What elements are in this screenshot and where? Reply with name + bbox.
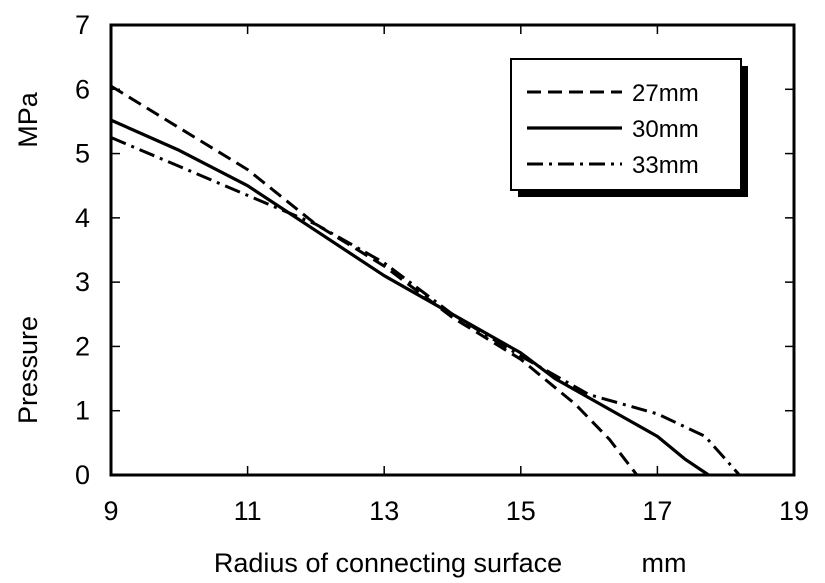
x-tick-label-0: 9 [103, 496, 118, 526]
y-tick-label-1: 1 [75, 396, 90, 426]
axis-ticks: 9 11 13 15 17 19 0 1 2 3 4 5 6 7 [75, 10, 809, 526]
y-tick-label-5: 5 [75, 139, 90, 169]
y-axis-label: Pressure [13, 316, 43, 424]
legend-label-27mm: 27mm [632, 80, 699, 107]
x-axis-unit: mm [642, 548, 687, 578]
y-tick-label-4: 4 [75, 203, 90, 233]
y-tick-label-2: 2 [75, 331, 90, 361]
y-axis-unit: MPa [13, 91, 43, 148]
x-tick-label-3: 15 [506, 496, 536, 526]
x-tick-label-1: 11 [234, 496, 262, 526]
legend-items: 27mm 30mm 33mm [527, 80, 699, 179]
y-tick-label-7: 7 [75, 10, 90, 40]
legend-label-33mm: 33mm [632, 152, 699, 179]
legend-box [510, 58, 742, 191]
series-layer [110, 84, 741, 477]
series-line-27mm [110, 84, 639, 476]
y-tick-label-0: 0 [75, 460, 90, 490]
x-tick-label-2: 13 [369, 496, 399, 526]
y-tick-label-6: 6 [75, 74, 90, 104]
x-tick-label-4: 17 [642, 496, 672, 526]
legend-label-30mm: 30mm [632, 116, 699, 143]
y-tick-label-3: 3 [75, 267, 90, 297]
series-line-33mm [110, 136, 741, 476]
legend: 27mm 30mm 33mm [510, 58, 748, 197]
x-tick-label-5: 19 [779, 496, 809, 526]
plot-frame [109, 23, 796, 477]
x-axis-label: Radius of connecting surface [214, 548, 562, 578]
